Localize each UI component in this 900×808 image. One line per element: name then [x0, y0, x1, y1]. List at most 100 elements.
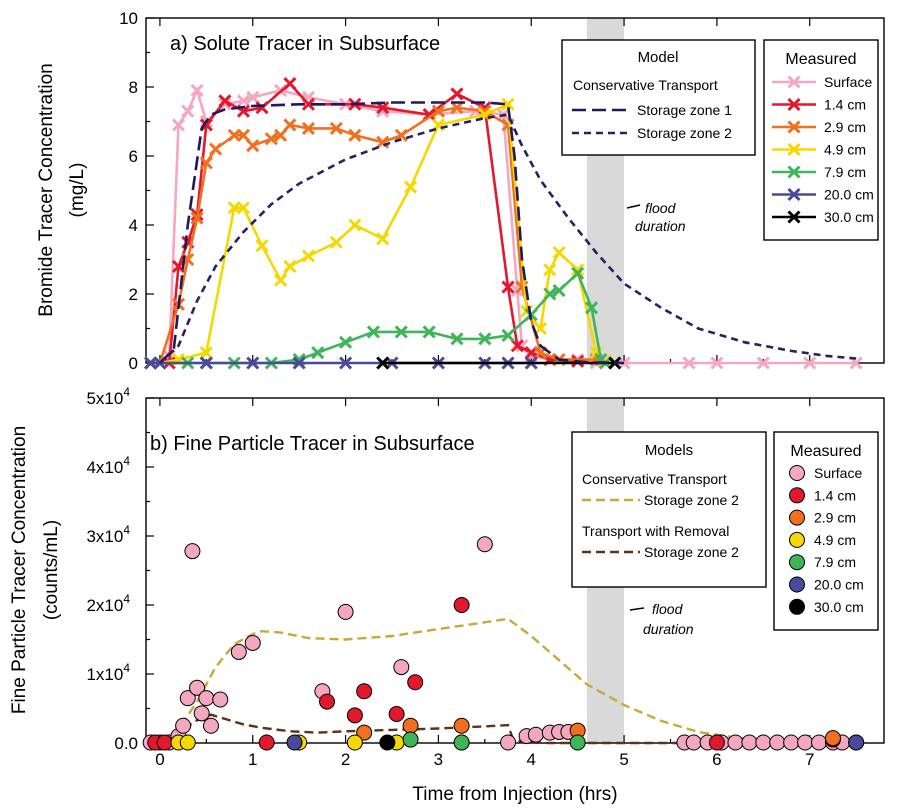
data-point: [356, 724, 373, 741]
measured-legend-a-entry: 1.4 cm: [824, 97, 866, 113]
data-point: [190, 83, 204, 98]
flood-annotation-a: flood duration: [626, 200, 686, 234]
data-point: [756, 356, 770, 370]
data-point: [337, 603, 354, 620]
storage-zone-2-line: [159, 113, 857, 364]
measured-legend-b-entry: 4.9 cm: [814, 532, 856, 548]
panel-a-title: a) Solute Tracer in Subsurface: [170, 33, 440, 55]
panel-a-ylabel: Bromide Tracer Concentration: [36, 63, 57, 316]
measured-legend-b-entry: 7.9 cm: [814, 554, 856, 570]
panel-a: 0 2 4 6 8 10 a) Solute Tracer in Subsurface B…: [36, 9, 885, 373]
x-tick-label: 5: [619, 750, 628, 769]
data-point: [346, 734, 363, 751]
y-tick-exponent: 4: [123, 454, 130, 468]
data-point: [585, 301, 599, 315]
data-point: [755, 734, 772, 751]
y-tick-label: 6: [129, 147, 138, 166]
data-point: [202, 717, 219, 734]
data-point: [283, 259, 297, 273]
data-point: [824, 730, 841, 747]
data-point: [258, 734, 275, 751]
data-point: [501, 280, 515, 294]
data-point: [453, 734, 470, 751]
data-point: [179, 734, 196, 751]
model-legend-a-title: Model: [638, 49, 679, 66]
data-point: [348, 128, 362, 142]
y-tick-label: 1x104: [86, 661, 130, 684]
scatter-points-b: [142, 536, 865, 751]
legend-swatch-marker: [789, 576, 805, 593]
data-point: [319, 693, 336, 710]
data-point: [255, 239, 269, 253]
measured-legend-b-entry: 2.9 cm: [814, 510, 856, 526]
data-point: [394, 325, 408, 339]
legend-swatch-marker: [789, 465, 805, 481]
data-point: [510, 339, 524, 353]
data-point: [348, 218, 362, 232]
data-point: [246, 139, 260, 153]
panel-b-ylabel-units: (counts/mL): [41, 520, 62, 620]
data-point: [552, 283, 566, 298]
y-tick-label: 0.0: [114, 734, 138, 753]
data-point: [301, 121, 316, 135]
data-point: [301, 249, 316, 263]
flood-label-b-1: flood: [652, 601, 684, 617]
data-point: [199, 356, 213, 370]
data-point: [179, 690, 196, 707]
data-point: [501, 97, 515, 111]
data-point: [402, 731, 419, 748]
data-point: [402, 717, 419, 734]
data-point: [283, 118, 297, 132]
data-point: [346, 707, 363, 724]
data-point: [199, 346, 213, 360]
model-legend-b-group-2: Transport with Removal: [582, 523, 729, 539]
legend-swatch-marker: [787, 120, 801, 134]
y-tick-exponent: 4: [123, 592, 130, 606]
y-tick-label: 2: [129, 285, 138, 304]
data-point: [388, 706, 405, 723]
data-point: [393, 659, 410, 676]
data-point: [394, 128, 408, 142]
legend-swatch-marker: [789, 598, 805, 615]
data-point: [476, 536, 493, 553]
series-line-14cm: [150, 81, 578, 365]
data-point: [193, 705, 210, 722]
data-point: [453, 597, 470, 613]
y-tick-label: 2x104: [86, 592, 130, 615]
model-legend-a-subtitle: Conservative Transport: [573, 77, 718, 93]
data-point: [500, 734, 517, 751]
data-point: [356, 683, 373, 700]
x-tick-label: 7: [805, 750, 814, 769]
data-point: [682, 356, 696, 370]
measured-legend-b: Measured Surface 1.4 cm 2.9 cm 4.9 cm 7.9 cm…: [773, 431, 879, 631]
x-tick-label: 6: [712, 750, 721, 769]
panel-b: 0.0 1x104 2x104 3x104 4x104 5x104 0 1 2 3 4 5 6 7 b)…: [9, 385, 885, 769]
data-point: [292, 356, 306, 370]
x-tick-label: 2: [341, 750, 350, 769]
data-point: [175, 717, 192, 734]
data-point: [311, 346, 325, 360]
data-point: [190, 211, 204, 225]
data-point: [199, 156, 213, 170]
y-tick-exponent: 4: [123, 523, 130, 537]
legend-swatch-marker: [789, 531, 805, 548]
data-point: [236, 128, 251, 142]
data-point: [236, 94, 251, 108]
data-point: [301, 97, 316, 111]
data-point: [246, 90, 260, 104]
data-point: [339, 335, 353, 349]
y-tick-label: 4: [129, 216, 138, 235]
legend-swatch-marker: [789, 509, 805, 526]
data-point: [797, 734, 814, 751]
data-point: [171, 259, 186, 273]
measured-legend-b-entry: 30.0 cm: [814, 599, 864, 615]
data-point: [218, 94, 232, 108]
data-point: [366, 325, 380, 339]
x-tick-label: 3: [434, 750, 443, 769]
y-tick-exponent: 4: [123, 661, 130, 675]
y-tick-label: 8: [129, 78, 138, 97]
data-point: [230, 643, 247, 660]
storage-zone-1-line: [158, 101, 625, 365]
measured-legend-a-entry: 20.0 cm: [824, 187, 874, 203]
